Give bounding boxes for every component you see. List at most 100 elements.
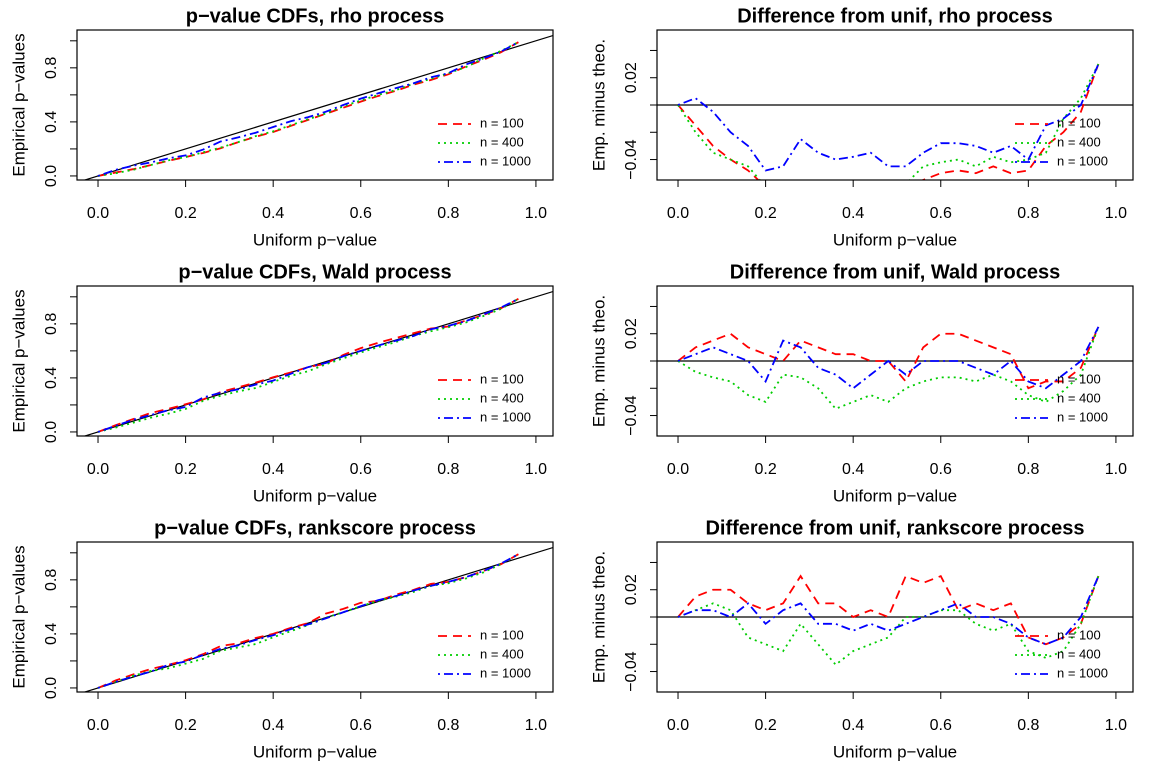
x-tick-label: 0.8 <box>437 461 459 478</box>
y-axis-label: Empirical p−values <box>9 545 28 688</box>
y-tick-label: 0.4 <box>43 367 60 389</box>
x-tick-label: 0.2 <box>754 461 776 478</box>
x-tick-label: 0.8 <box>1017 461 1039 478</box>
x-tick-label: 0.0 <box>667 205 689 222</box>
y-axis-label: Empirical p−values <box>9 289 28 432</box>
x-tick-label: 0.8 <box>437 205 459 222</box>
y-tick-label: −0.04 <box>623 139 640 180</box>
y-tick-label: 0.4 <box>43 623 60 645</box>
y-axis-label: Emp. minus theo. <box>589 39 608 171</box>
plot-box <box>656 285 1134 437</box>
panel: p−value CDFs, rho process Uniform p−value… <box>9 5 554 249</box>
x-tick-label: 0.4 <box>842 717 864 734</box>
series-line <box>677 326 1100 390</box>
legend-label: n = 100 <box>480 115 524 130</box>
x-tick-label: 0.2 <box>754 717 776 734</box>
chart-title: p−value CDFs, rho process <box>186 5 444 27</box>
legend-label: n = 1000 <box>1057 153 1108 168</box>
x-tick-label: 0.6 <box>930 461 952 478</box>
x-tick-label: 0.8 <box>1017 205 1039 222</box>
y-axis-label: Emp. minus theo. <box>589 295 608 427</box>
plot-area <box>657 574 1133 666</box>
y-tick-label: 0.02 <box>623 318 640 349</box>
legend-label: n = 400 <box>1057 390 1101 405</box>
x-tick-label: 0.6 <box>350 205 372 222</box>
x-tick-label: 0.8 <box>437 717 459 734</box>
y-tick-label: 0.02 <box>623 62 640 93</box>
y-axis-label: Emp. minus theo. <box>589 551 608 683</box>
y-axis-label: Empirical p−values <box>9 33 28 176</box>
chart-title: p−value CDFs, rankscore process <box>154 517 476 539</box>
legend-label: n = 100 <box>1057 115 1101 130</box>
x-tick-label: 1.0 <box>1105 461 1127 478</box>
y-tick-label: 0.4 <box>43 111 60 133</box>
series-line <box>677 575 1100 646</box>
x-tick-label: 0.6 <box>930 205 952 222</box>
panel: p−value CDFs, Wald process Uniform p−valu… <box>9 261 554 505</box>
legend-label: n = 400 <box>1057 646 1101 661</box>
x-tick-label: 0.6 <box>350 717 372 734</box>
legend-label: n = 100 <box>480 371 524 386</box>
plot-box <box>76 285 554 437</box>
panel: Difference from unif, Wald process Unifor… <box>589 261 1134 505</box>
legend-label: n = 100 <box>480 627 524 642</box>
x-tick-label: 1.0 <box>525 205 547 222</box>
legend-label: n = 1000 <box>1057 409 1108 424</box>
legend-label: n = 1000 <box>1057 665 1108 680</box>
series-line <box>97 553 519 689</box>
reference-line <box>82 34 553 180</box>
x-tick-label: 0.0 <box>667 461 689 478</box>
series-line <box>677 575 1100 666</box>
series-line <box>97 553 519 689</box>
legend-label: n = 1000 <box>480 665 531 680</box>
y-tick-label: 0.0 <box>43 677 60 699</box>
panel: Difference from unif, rho process Uniform… <box>589 5 1134 249</box>
x-tick-label: 1.0 <box>1105 717 1127 734</box>
x-tick-label: 0.4 <box>842 205 864 222</box>
plot-box <box>656 29 1134 181</box>
chart-title: Difference from unif, rankscore process <box>705 517 1084 539</box>
y-tick-label: 0.02 <box>623 574 640 605</box>
x-axis-label: Uniform p−value <box>253 486 377 505</box>
series-line <box>677 63 1100 180</box>
legend-label: n = 100 <box>1057 627 1101 642</box>
plot-box <box>76 541 554 693</box>
y-tick-label: −0.04 <box>623 395 640 436</box>
legend-label: n = 400 <box>480 390 524 405</box>
x-tick-label: 0.0 <box>87 205 109 222</box>
legend-label: n = 400 <box>1057 134 1101 149</box>
y-tick-label: 0.8 <box>43 313 60 335</box>
chart-title: p−value CDFs, Wald process <box>178 261 451 283</box>
x-axis-label: Uniform p−value <box>833 230 957 249</box>
series-line <box>97 298 519 433</box>
series-line <box>677 63 1100 172</box>
x-tick-label: 0.2 <box>174 205 196 222</box>
x-tick-label: 0.0 <box>667 717 689 734</box>
x-tick-label: 0.6 <box>930 717 952 734</box>
series-line <box>677 326 1100 390</box>
series-line <box>677 326 1100 410</box>
legend-label: n = 400 <box>480 134 524 149</box>
panel: p−value CDFs, rankscore process Uniform p… <box>9 517 554 761</box>
x-tick-label: 0.8 <box>1017 717 1039 734</box>
legend-label: n = 1000 <box>480 153 531 168</box>
x-tick-label: 0.0 <box>87 461 109 478</box>
x-tick-label: 1.0 <box>525 461 547 478</box>
x-tick-label: 0.4 <box>262 205 284 222</box>
series-line <box>677 63 1100 180</box>
x-tick-label: 0.2 <box>754 205 776 222</box>
panel: Difference from unif, rankscore process U… <box>589 517 1134 761</box>
x-axis-label: Uniform p−value <box>253 230 377 249</box>
x-tick-label: 0.4 <box>262 461 284 478</box>
x-axis-label: Uniform p−value <box>253 742 377 761</box>
x-tick-label: 0.2 <box>174 461 196 478</box>
chart-title: Difference from unif, Wald process <box>730 261 1060 283</box>
x-axis-label: Uniform p−value <box>833 486 957 505</box>
plot-area <box>657 326 1133 410</box>
chart-title: Difference from unif, rho process <box>737 5 1053 27</box>
series-line <box>97 298 519 433</box>
plot-area <box>82 290 553 436</box>
y-tick-label: 0.8 <box>43 57 60 79</box>
series-line <box>677 574 1100 646</box>
